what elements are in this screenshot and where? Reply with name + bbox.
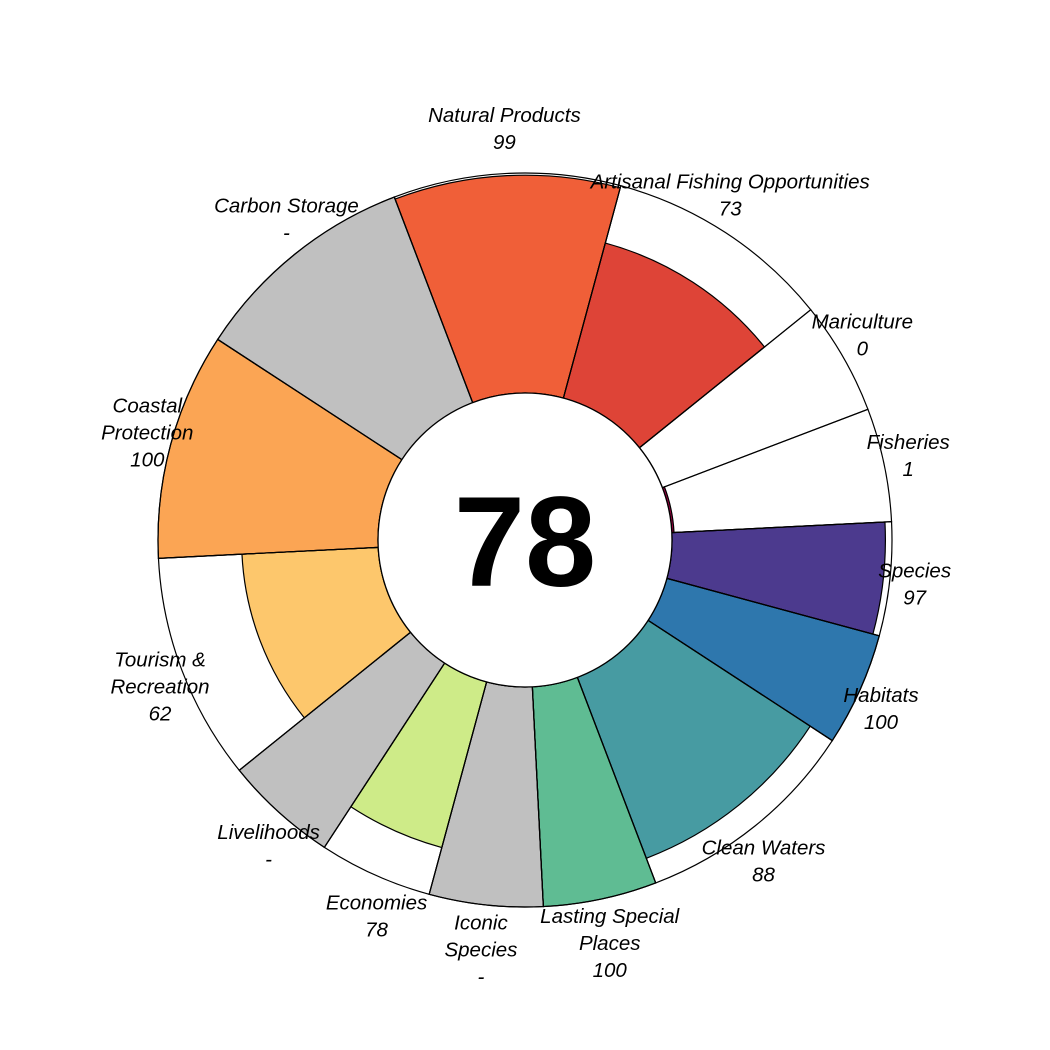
label-line-tourism-recreation: Tourism & (114, 649, 206, 672)
center-circle (377, 392, 673, 688)
label-fisheries: Fisheries 1 (867, 431, 950, 481)
label-line-artisanal-fishing-opportunities: Artisanal Fishing Opportunities (589, 170, 870, 193)
label-line-habitats: Habitats (843, 684, 918, 707)
label-line-natural-products: Natural Products (428, 104, 581, 127)
label-lasting-special-places: Lasting Special Places 100 (540, 905, 680, 982)
label-score-artisanal-fishing-opportunities: 73 (719, 197, 742, 220)
label-natural-products: Natural Products 99 (428, 104, 581, 154)
label-coastal-protection: Coastal Protection 100 (101, 394, 193, 471)
label-score-economies: 78 (365, 918, 388, 941)
label-artisanal-fishing-opportunities: Artisanal Fishing Opportunities 73 (589, 170, 870, 220)
label-line-lasting-special-places: Lasting Special (540, 905, 680, 928)
label-score-habitats: 100 (864, 711, 899, 734)
label-line-mariculture: Mariculture (812, 310, 913, 333)
label-score-natural-products: 99 (493, 131, 516, 154)
label-score-fisheries: 1 (902, 458, 913, 481)
label-line-iconic-species: Species (444, 939, 517, 962)
label-line-coastal-protection: Protection (101, 421, 193, 444)
label-mariculture: Mariculture 0 (812, 310, 913, 360)
label-line-fisheries: Fisheries (867, 431, 950, 454)
label-line-livelihoods: Livelihoods (217, 821, 320, 844)
label-score-clean-waters: 88 (752, 863, 775, 886)
label-score-iconic-species: - (478, 966, 485, 989)
label-line-carbon-storage: Carbon Storage (214, 195, 359, 218)
label-score-livelihoods: - (265, 848, 272, 871)
label-line-economies: Economies (326, 891, 427, 914)
label-clean-waters: Clean Waters 88 (702, 836, 826, 886)
label-score-mariculture: 0 (857, 337, 869, 360)
label-score-tourism-recreation: 62 (149, 703, 172, 726)
label-score-lasting-special-places: 100 (593, 959, 628, 982)
label-score-species: 97 (903, 587, 927, 610)
label-line-lasting-special-places: Places (579, 932, 641, 955)
label-carbon-storage: Carbon Storage - (214, 195, 359, 245)
label-livelihoods: Livelihoods - (217, 821, 320, 871)
label-score-coastal-protection: 100 (130, 448, 165, 471)
label-line-species: Species (878, 560, 951, 583)
label-tourism-recreation: Tourism & Recreation 62 (110, 649, 209, 726)
label-line-tourism-recreation: Recreation (110, 676, 209, 699)
label-line-coastal-protection: Coastal (113, 394, 184, 417)
petal-labels: Natural Products 99 Artisanal Fishing Oppo… (101, 104, 951, 989)
label-economies: Economies 78 (326, 891, 427, 941)
label-species: Species 97 (878, 560, 951, 610)
label-line-clean-waters: Clean Waters (702, 836, 826, 859)
label-iconic-species: Iconic Species - (444, 912, 517, 989)
label-habitats: Habitats 100 (843, 684, 918, 734)
center-score: 78 (454, 471, 596, 614)
label-line-iconic-species: Iconic (454, 912, 508, 935)
petal-outline-fisheries (661, 408, 893, 534)
label-score-carbon-storage: - (283, 222, 290, 245)
